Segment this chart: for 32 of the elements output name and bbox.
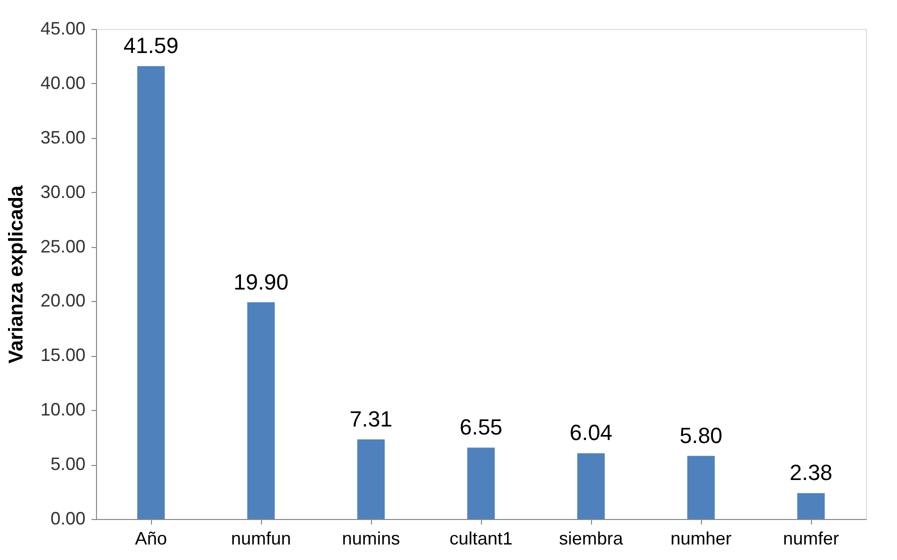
x-tick-label: numfer (782, 528, 840, 548)
y-axis-title: Varianza explicada (5, 184, 28, 364)
y-tick-label: 30.00 (40, 182, 86, 202)
y-tick-label: 0.00 (50, 508, 86, 528)
x-tick-label: numher (670, 528, 732, 548)
bar (137, 66, 165, 519)
y-tick-label: 10.00 (40, 400, 86, 420)
data-label: 2.38 (790, 460, 832, 486)
data-label: 5.80 (680, 422, 722, 448)
bar (577, 453, 605, 519)
data-label: 6.04 (570, 420, 612, 446)
bar (357, 439, 385, 519)
data-label: 19.90 (233, 269, 289, 294)
data-label: 7.31 (350, 406, 392, 432)
x-tick-label: numfun (230, 528, 292, 548)
y-tick-label: 40.00 (40, 72, 86, 93)
data-label: 41.59 (123, 33, 179, 58)
y-tick-label: 15.00 (40, 345, 86, 366)
y-tick-label: 35.00 (40, 127, 86, 148)
y-tick-label: 25.00 (40, 236, 86, 256)
y-tick-label: 45.00 (40, 18, 86, 38)
data-label: 6.55 (460, 414, 502, 440)
y-tick-label: 20.00 (40, 290, 86, 311)
bar (467, 448, 495, 519)
x-tick-label: numins (342, 528, 400, 548)
y-tick-label: 5.00 (50, 454, 86, 474)
bar (687, 456, 715, 519)
x-tick-label: siembra (558, 528, 624, 548)
bar (247, 302, 275, 519)
bar (797, 493, 825, 519)
x-tick-label: Año (134, 528, 168, 548)
x-tick-label: cultant1 (449, 528, 513, 548)
